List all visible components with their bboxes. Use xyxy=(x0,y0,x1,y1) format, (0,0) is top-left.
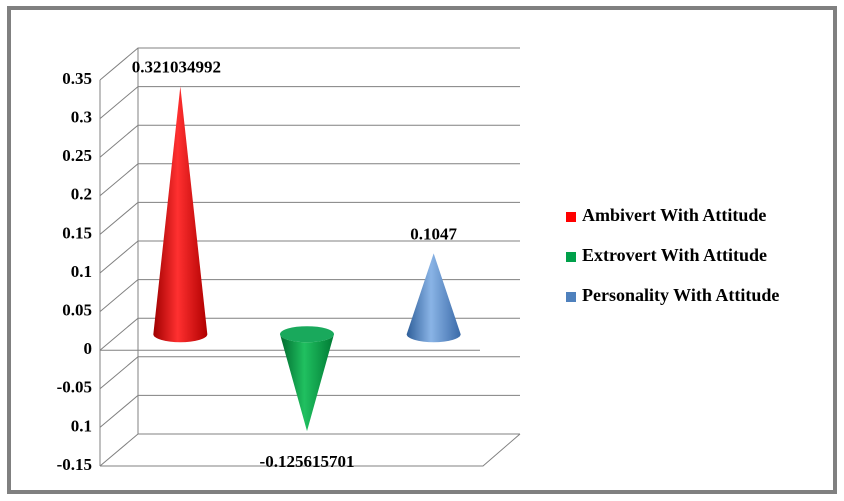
legend-swatch xyxy=(566,252,576,262)
value-label: 0.1047 xyxy=(410,224,457,243)
grid-line xyxy=(99,86,520,119)
cone-base xyxy=(280,326,334,343)
legend-label: Personality With Attitude xyxy=(582,285,779,305)
cone xyxy=(280,334,334,432)
y-tick-label: 0.2 xyxy=(71,185,92,204)
floor xyxy=(100,433,521,467)
value-label: 0.321034992 xyxy=(132,57,221,76)
y-tick-label: 0.25 xyxy=(62,146,92,165)
y-tick-label: -0.05 xyxy=(57,378,92,397)
grid-line xyxy=(99,124,520,158)
cone xyxy=(406,253,461,343)
legend-swatch xyxy=(566,212,576,222)
y-tick-label: 0 xyxy=(84,339,93,358)
cone xyxy=(153,86,208,343)
legend-label: Extrovert With Attitude xyxy=(582,245,767,265)
frame xyxy=(7,6,837,494)
y-tick-label: 0.05 xyxy=(62,301,92,320)
legend-swatch xyxy=(566,292,576,302)
value-label: -0.125615701 xyxy=(260,452,355,471)
y-tick-label: 0.15 xyxy=(62,223,92,242)
grid-line xyxy=(99,279,520,312)
y-tick-label: 0.35 xyxy=(62,69,92,88)
y-tick-label: 0.1 xyxy=(71,262,92,281)
grid-line xyxy=(99,317,520,351)
grid-line xyxy=(99,201,520,235)
y-tick-label: 0.1 xyxy=(71,416,92,435)
grid-line xyxy=(99,240,520,274)
grid-line xyxy=(99,163,520,197)
y-tick-label: 0.3 xyxy=(71,108,92,127)
grid-line xyxy=(99,47,520,81)
grid-line xyxy=(99,433,520,467)
grid-line xyxy=(99,394,520,428)
y-tick-label: -0.15 xyxy=(57,455,92,474)
grid-line xyxy=(99,356,520,390)
legend-label: Ambivert With Attitude xyxy=(582,205,766,225)
